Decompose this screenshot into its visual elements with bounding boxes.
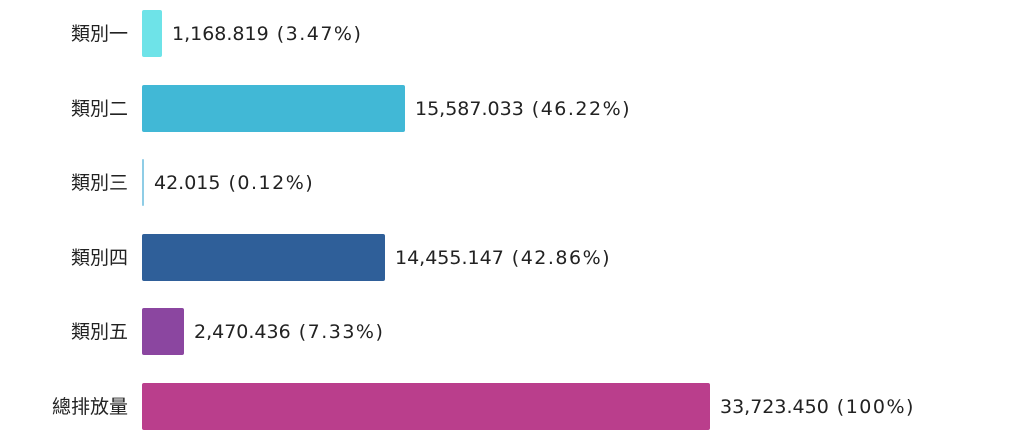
bar: [142, 234, 385, 281]
data-label: 33,723.450 (100%): [720, 395, 915, 419]
data-label: 42.015 (0.12%): [154, 171, 314, 195]
value-label: 2,470.436: [194, 320, 291, 343]
percent-label: (7.33%): [298, 320, 385, 343]
bar: [142, 85, 405, 132]
category-label: 類別四: [70, 246, 128, 269]
percent-label: (100%): [836, 395, 915, 418]
data-label: 14,455.147 (42.86%): [395, 246, 611, 270]
value-label: 42.015: [154, 171, 221, 194]
value-label: 15,587.033: [415, 97, 524, 120]
category-label: 類別三: [70, 171, 128, 194]
bar: [142, 308, 184, 355]
value-label: 14,455.147: [395, 246, 504, 269]
percent-label: (46.22%): [531, 97, 632, 120]
data-label: 15,587.033 (46.22%): [415, 97, 631, 121]
percent-label: (3.47%): [276, 22, 363, 45]
percent-label: (0.12%): [228, 171, 315, 194]
category-label: 類別二: [70, 97, 128, 120]
bar: [142, 10, 162, 57]
value-label: 1,168.819: [172, 22, 269, 45]
category-label: 總排放量: [51, 395, 128, 418]
data-label: 2,470.436 (7.33%): [194, 320, 384, 344]
percent-label: (42.86%): [511, 246, 612, 269]
data-label: 1,168.819 (3.47%): [172, 22, 362, 46]
value-label: 33,723.450: [720, 395, 829, 418]
bar: [142, 383, 710, 430]
category-label: 類別一: [70, 22, 128, 45]
bar: [142, 159, 144, 206]
category-label: 類別五: [70, 320, 128, 343]
